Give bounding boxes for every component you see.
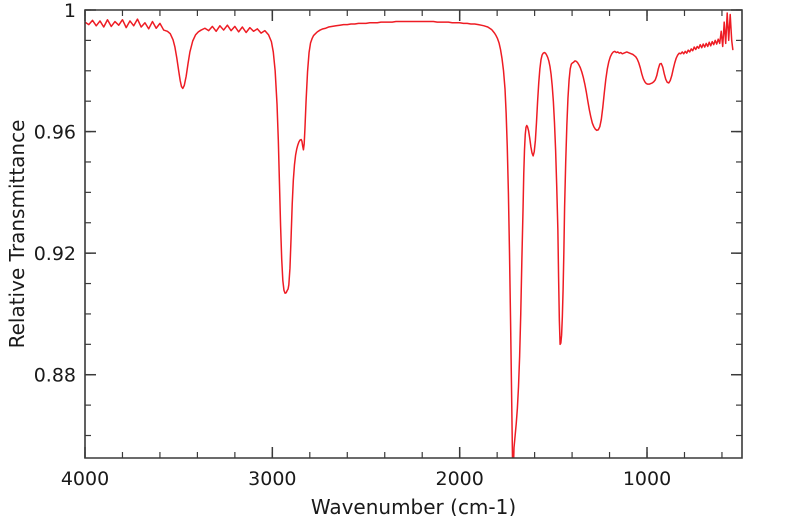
- y-axis-tick-labels: 1 0.96 0.92 0.88: [34, 0, 76, 387]
- x-axis-tick-labels: 4000 3000 2000 1000: [61, 468, 671, 490]
- y-tick-label: 0.92: [34, 243, 76, 265]
- y-tick-label: 0.96: [34, 122, 76, 144]
- y-tick-label: 1: [64, 0, 76, 22]
- y-tick-label: 0.88: [34, 365, 76, 387]
- x-tick-label: 1000: [623, 468, 671, 490]
- x-axis-title: Wavenumber (cm-1): [311, 495, 516, 516]
- plot-axis-frame: [84, 9, 743, 459]
- spectrum-trace: [85, 12, 734, 458]
- spectrum-plot-group: [85, 12, 734, 458]
- x-tick-label: 2000: [435, 468, 483, 490]
- x-tick-label: 4000: [61, 468, 109, 490]
- y-axis-title: Relative Transmittance: [5, 120, 29, 349]
- x-tick-label: 3000: [248, 468, 296, 490]
